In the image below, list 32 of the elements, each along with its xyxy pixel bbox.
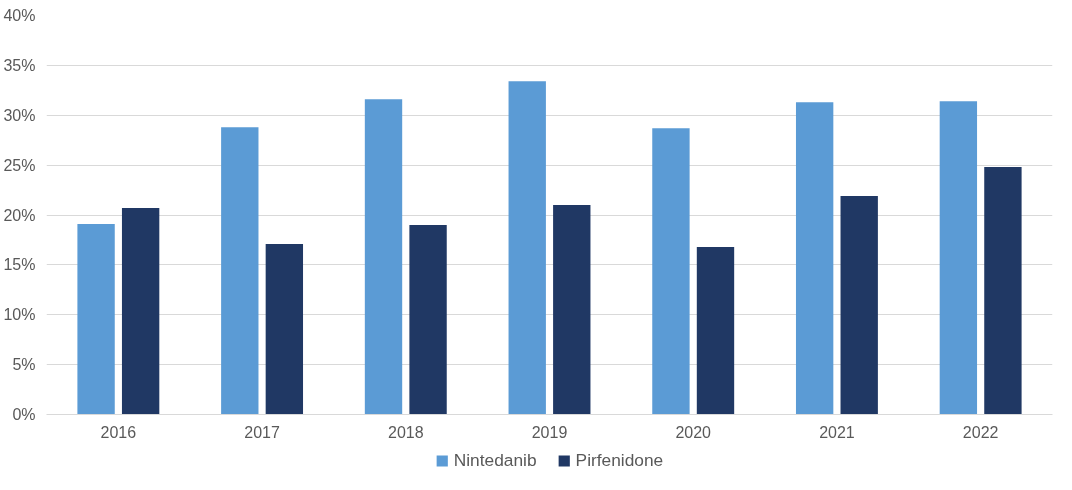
bar (77, 223, 115, 415)
bar (364, 99, 403, 415)
y-tick-label: 5% (12, 356, 36, 374)
y-tick-label: 0% (12, 406, 36, 423)
bar (121, 208, 160, 415)
bar (221, 127, 259, 415)
legend-label: Pirfenidone (575, 449, 664, 471)
y-tick-label: 10% (3, 306, 36, 324)
bar (984, 167, 1022, 415)
bar (553, 205, 591, 415)
bar (265, 243, 304, 415)
x-tick-label: 2017 (244, 423, 280, 441)
y-tick-label: 25% (3, 156, 36, 174)
x-tick-label: 2019 (531, 423, 568, 441)
y-tick-label: 35% (3, 56, 36, 74)
x-tick-label: 2018 (387, 423, 424, 441)
y-tick-label: 15% (3, 256, 36, 274)
y-tick-label: 40% (3, 7, 36, 24)
x-tick-label: 2022 (962, 423, 999, 441)
bar (508, 81, 546, 415)
y-tick-label: 30% (3, 106, 36, 124)
legend-label: Nintedanib (453, 449, 537, 471)
x-tick-label: 2021 (819, 423, 855, 441)
y-tick-label: 20% (3, 206, 36, 224)
bar (939, 101, 978, 415)
x-tick-label: 2016 (100, 423, 137, 441)
bar (409, 224, 447, 415)
bar (652, 128, 690, 415)
bar (696, 246, 735, 415)
x-tick-label: 2020 (675, 423, 712, 441)
bar (795, 102, 834, 415)
bar (840, 196, 878, 415)
